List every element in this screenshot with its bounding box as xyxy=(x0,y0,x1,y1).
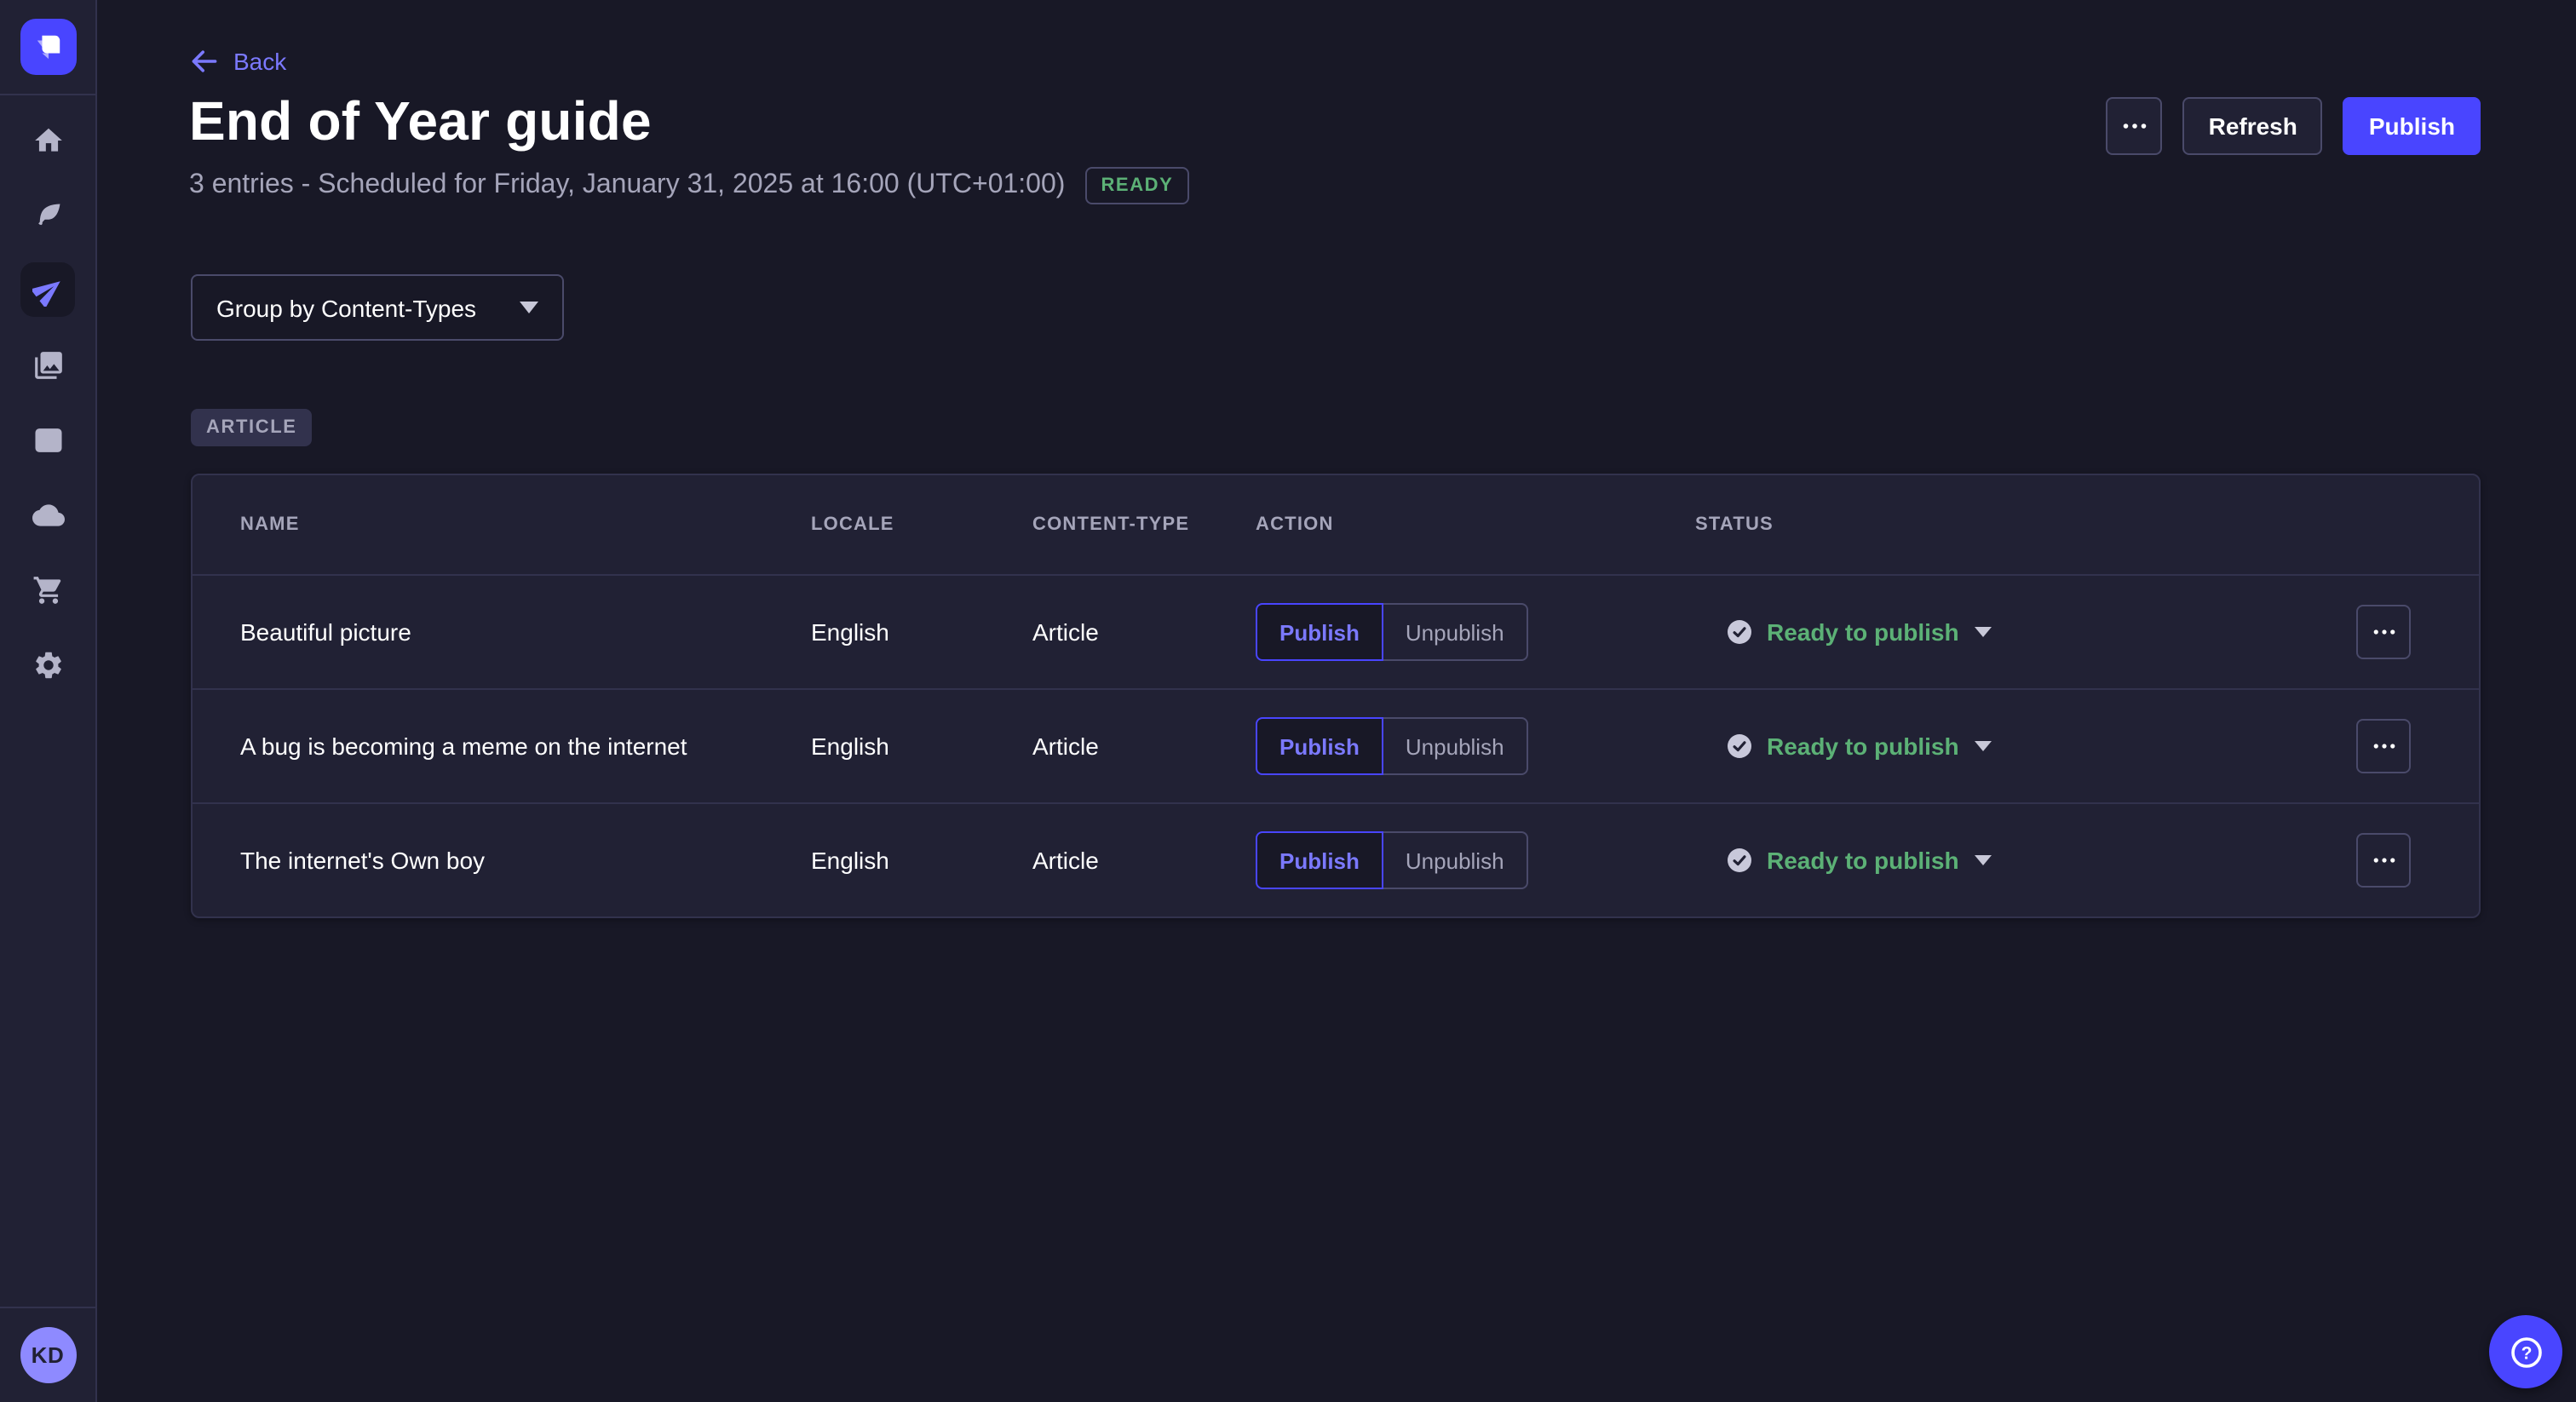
table-header-row: NAME LOCALE CONTENT-TYPE ACTION STATUS xyxy=(193,475,2479,575)
entries-table-card: NAME LOCALE CONTENT-TYPE ACTION STATUS B… xyxy=(191,474,2481,918)
sidebar-item-settings[interactable] xyxy=(20,637,75,692)
entry-content-type: Article xyxy=(1032,733,1099,760)
header-actions: Refresh Publish xyxy=(2106,97,2481,155)
feather-icon xyxy=(32,198,64,231)
entry-locale: English xyxy=(811,618,889,646)
sidebar-item-home[interactable] xyxy=(20,112,75,167)
chevron-down-icon xyxy=(1974,627,1992,637)
svg-text:?: ? xyxy=(2521,1343,2532,1363)
sidebar-item-marketplace[interactable] xyxy=(20,562,75,617)
chevron-down-icon xyxy=(1974,855,1992,865)
logo-container xyxy=(0,0,95,95)
column-header-content-type: CONTENT-TYPE xyxy=(1032,514,1190,535)
status-dropdown[interactable]: Ready to publish xyxy=(1767,618,1992,646)
group-by-select[interactable]: Group by Content-Types xyxy=(191,274,564,341)
table-row: The internet's Own boy English Article P… xyxy=(193,803,2479,916)
unpublish-toggle-button[interactable]: Unpublish xyxy=(1383,831,1528,889)
sidebar: KD xyxy=(0,0,97,1402)
chevron-down-icon xyxy=(1974,741,1992,751)
cloud-icon xyxy=(32,498,64,531)
status-dropdown[interactable]: Ready to publish xyxy=(1767,847,1992,874)
gear-icon xyxy=(32,648,64,681)
status-label: Ready to publish xyxy=(1767,847,1959,874)
avatar[interactable]: KD xyxy=(20,1327,76,1383)
more-icon xyxy=(2372,857,2395,864)
entry-locale: English xyxy=(811,733,889,760)
home-icon xyxy=(32,124,64,156)
table-row: Beautiful picture English Article Publis… xyxy=(193,575,2479,689)
sidebar-item-media-library[interactable] xyxy=(20,337,75,392)
page-title: End of Year guide xyxy=(189,90,652,152)
entry-locale: English xyxy=(811,847,889,874)
publish-button[interactable]: Publish xyxy=(2343,97,2481,155)
status-badge: READY xyxy=(1085,167,1189,204)
column-header-locale: LOCALE xyxy=(811,514,894,535)
main-content: Back End of Year guide 3 entries - Sched… xyxy=(95,0,2576,1402)
sidebar-item-content-type-builder[interactable] xyxy=(20,412,75,467)
status-label: Ready to publish xyxy=(1767,618,1959,646)
status-dropdown[interactable]: Ready to publish xyxy=(1767,733,1992,760)
subtitle-row: 3 entries - Scheduled for Friday, Januar… xyxy=(189,167,1189,204)
unpublish-toggle-button[interactable]: Unpublish xyxy=(1383,717,1528,775)
table-row: A bug is becoming a meme on the internet… xyxy=(193,689,2479,803)
help-button[interactable]: ? xyxy=(2489,1315,2562,1388)
cart-icon xyxy=(32,573,64,606)
chevron-down-icon xyxy=(520,302,538,313)
action-toggle: Publish Unpublish xyxy=(1256,717,1528,775)
question-mark-icon: ? xyxy=(2509,1335,2543,1369)
column-header-action: ACTION xyxy=(1256,514,1334,535)
more-icon xyxy=(2372,629,2395,635)
pictures-icon xyxy=(32,348,64,381)
row-more-button[interactable] xyxy=(2356,833,2411,888)
status-cell: Ready to publish xyxy=(1728,618,2346,646)
strapi-logo[interactable] xyxy=(20,19,76,75)
action-toggle: Publish Unpublish xyxy=(1256,603,1528,661)
sidebar-item-releases[interactable] xyxy=(20,262,75,317)
entry-name: A bug is becoming a meme on the internet xyxy=(240,733,687,760)
publish-toggle-button[interactable]: Publish xyxy=(1256,831,1383,889)
row-more-button[interactable] xyxy=(2356,719,2411,773)
entry-name: Beautiful picture xyxy=(240,618,411,646)
status-cell: Ready to publish xyxy=(1728,847,2346,874)
release-summary: 3 entries - Scheduled for Friday, Januar… xyxy=(189,170,1066,199)
more-icon xyxy=(2372,743,2395,750)
unpublish-toggle-button[interactable]: Unpublish xyxy=(1383,603,1528,661)
column-header-actions-spacer xyxy=(2346,475,2479,575)
group-by-value: Group by Content-Types xyxy=(216,294,477,321)
status-label: Ready to publish xyxy=(1767,733,1959,760)
content-type-group-badge: ARTICLE xyxy=(191,409,313,446)
entries-table: NAME LOCALE CONTENT-TYPE ACTION STATUS B… xyxy=(193,475,2479,916)
back-label: Back xyxy=(233,48,287,75)
publish-toggle-button[interactable]: Publish xyxy=(1256,603,1383,661)
entry-content-type: Article xyxy=(1032,847,1099,874)
arrow-left-icon xyxy=(189,46,220,77)
row-more-button[interactable] xyxy=(2356,605,2411,659)
publish-toggle-button[interactable]: Publish xyxy=(1256,717,1383,775)
check-circle-icon xyxy=(1728,620,1751,644)
entry-name: The internet's Own boy xyxy=(240,847,486,874)
sidebar-nav xyxy=(20,95,75,692)
refresh-button[interactable]: Refresh xyxy=(2182,97,2323,155)
back-link[interactable]: Back xyxy=(189,46,286,77)
check-circle-icon xyxy=(1728,848,1751,872)
check-circle-icon xyxy=(1728,734,1751,758)
action-toggle: Publish Unpublish xyxy=(1256,831,1528,889)
paper-plane-icon xyxy=(32,273,64,306)
sidebar-item-deploy[interactable] xyxy=(20,487,75,542)
layout-icon xyxy=(32,423,64,456)
release-more-button[interactable] xyxy=(2106,97,2163,155)
column-header-name: NAME xyxy=(240,514,300,535)
sidebar-footer: KD xyxy=(0,1307,95,1402)
column-header-status: STATUS xyxy=(1695,514,1774,535)
entry-content-type: Article xyxy=(1032,618,1099,646)
sidebar-item-content-manager[interactable] xyxy=(20,187,75,242)
status-cell: Ready to publish xyxy=(1728,733,2346,760)
strapi-logo-icon xyxy=(33,32,62,61)
more-icon xyxy=(2123,123,2147,129)
